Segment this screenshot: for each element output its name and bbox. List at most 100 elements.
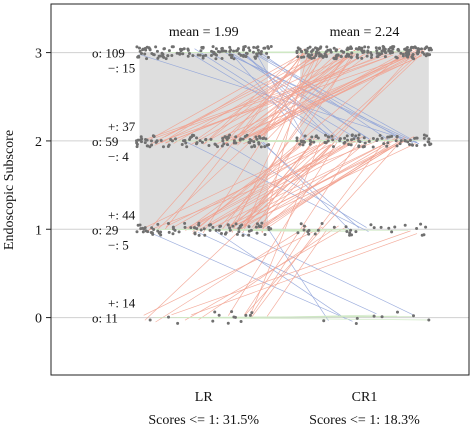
data-point [247,233,251,237]
data-point [369,51,373,55]
data-point [425,52,429,56]
data-point [164,57,168,61]
data-point [308,45,312,49]
data-point [214,53,218,57]
data-point [239,137,243,141]
data-point [266,45,270,49]
data-point [331,138,335,142]
data-point [191,54,195,58]
data-point [220,144,224,148]
data-point [134,139,138,143]
data-point [259,225,263,229]
data-point [316,228,320,232]
transition-line [251,137,388,318]
transition-line [232,55,416,146]
transition-line [217,55,422,144]
data-point [204,53,208,57]
data-point [363,45,367,49]
transition-line [194,48,339,141]
data-point [184,141,188,145]
data-point [183,225,187,229]
data-point [303,134,307,138]
count-label: o: 29 [92,222,118,237]
data-point [324,50,328,54]
data-point [195,141,199,145]
data-point [224,135,228,139]
transition-line [219,139,303,227]
data-point [379,225,383,229]
data-point [408,48,412,52]
data-point [162,47,166,51]
data-point [265,51,269,55]
data-point [254,56,258,60]
x-axis-labels: LR Scores <= 1: 31.5% CR1 Scores <= 1: 18.3… [148,390,420,428]
data-point [202,227,206,231]
data-point [226,321,230,325]
data-point [395,310,399,314]
transition-line [250,230,307,316]
data-point [344,225,348,229]
count-annotations: o: 109−: 15 +: 37o: 59−: 4 +: 44o: 29−: 5 +… [92,46,136,326]
data-point [357,144,361,148]
data-point [355,53,359,57]
transition-line [144,144,331,321]
data-point [263,145,267,149]
data-point [214,57,218,61]
data-point [188,138,192,142]
data-point [344,54,348,58]
data-point [395,56,399,60]
transition-line [146,51,307,234]
data-point [336,53,340,57]
transition-line [161,50,311,144]
data-point [226,223,230,227]
data-point [367,139,371,143]
data-point [343,136,347,140]
data-point [334,49,338,53]
data-point [366,49,370,53]
data-point [242,45,246,49]
data-point [218,225,222,229]
data-point [423,143,427,147]
data-point [257,135,261,139]
data-point [392,45,396,49]
data-point [358,47,362,51]
data-point [186,54,190,58]
data-point [187,52,191,56]
data-point [317,51,321,55]
data-point [152,53,156,57]
transition-line [214,230,346,319]
data-point [211,225,215,229]
transition-line [163,50,425,141]
data-point [299,222,303,226]
data-point [241,137,245,141]
data-point [228,45,232,49]
data-point [139,140,143,144]
data-point [198,53,202,57]
data-point [405,50,409,54]
data-point [347,142,351,146]
data-point [245,133,249,137]
data-point [201,56,205,60]
transition-line [230,138,396,226]
data-point [220,49,224,53]
data-point [397,48,401,52]
data-point [252,140,256,144]
data-point [326,139,330,143]
data-point [307,53,311,57]
data-point [390,230,394,234]
data-point [345,230,349,234]
data-point [250,311,254,315]
data-point [167,230,171,234]
data-point [304,51,308,55]
transition-line [156,56,389,138]
data-point [235,232,239,236]
data-point [233,315,237,319]
data-point [220,57,224,61]
data-point [419,222,423,226]
data-point [299,49,303,53]
plot-frame [50,3,470,376]
data-point [295,136,299,140]
data-point [217,313,221,317]
data-point [347,54,351,58]
